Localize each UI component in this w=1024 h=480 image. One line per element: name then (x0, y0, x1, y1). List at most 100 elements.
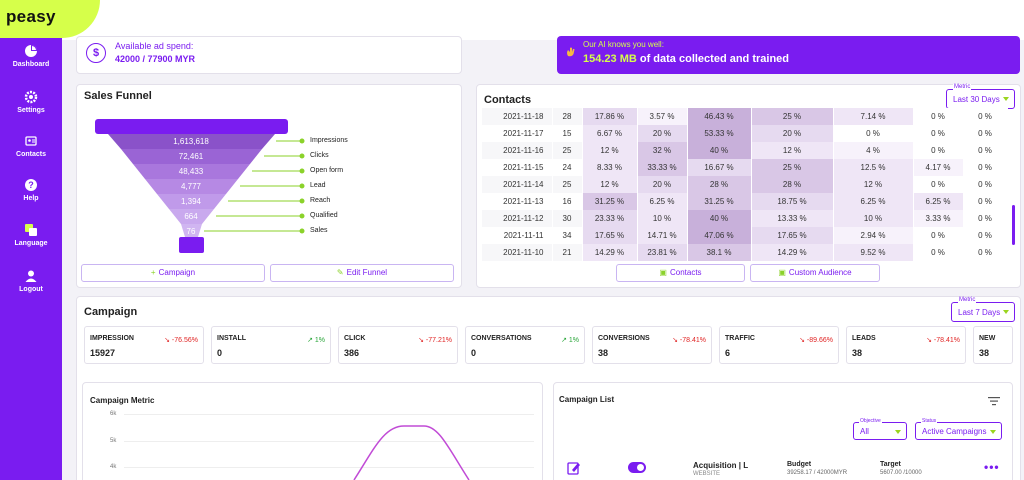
custom-audience-button[interactable]: ▣ Custom Audience (750, 264, 880, 282)
percent-cell: 40 % (687, 142, 752, 159)
edit-icon: ✎ (336, 268, 344, 277)
kpi-name: INSTALL (217, 335, 247, 342)
count-cell: 15 (552, 125, 583, 142)
percent-cell: 6.25 % (833, 193, 914, 210)
percent-cell: 9.52 % (833, 244, 914, 261)
campaign-metric-select[interactable]: Metric Last 7 Days (951, 297, 1015, 322)
percent-cell: 0 % (913, 227, 964, 244)
top-bar (62, 0, 1024, 40)
kpi-change: ↘ -89.66% (799, 336, 833, 344)
contacts-icon (25, 136, 37, 146)
percent-cell: 12.5 % (833, 159, 914, 176)
campaign-metric-card (82, 382, 543, 480)
sidebar-item-language[interactable]: Language (0, 223, 62, 247)
percent-cell: 0 % (913, 244, 964, 261)
kpi-change-value: -89.66% (806, 337, 833, 344)
ad-spend-label: Available ad spend: (115, 41, 194, 51)
count-cell: 16 (552, 193, 583, 210)
date-cell: 2021-11-15 (482, 159, 553, 176)
status-select[interactable]: Status Active Campaigns (915, 418, 1002, 440)
funnel-label-sales: Sales (310, 227, 328, 234)
contacts-button[interactable]: ▣ Contacts (616, 264, 745, 282)
contacts-table: 2021-11-18 28 17.86 % 3.57 % 46.43 % 25 % 7.14… (482, 108, 1008, 261)
percent-cell: 0 % (963, 176, 1008, 193)
ai-banner-label: Our AI knows you well: (583, 40, 664, 49)
percent-cell: 3.33 % (913, 210, 964, 227)
ai-banner-value: 154.23 MB of data collected and trained (583, 53, 789, 65)
percent-cell: 0 % (913, 142, 964, 159)
count-cell: 25 (552, 176, 583, 193)
percent-cell: 25 % (751, 108, 834, 125)
target-label: Target (880, 461, 901, 468)
sidebar-item-logout[interactable]: Logout (0, 269, 62, 293)
chevron-down-icon (895, 430, 901, 434)
funnel-label-impressions: Impressions (310, 137, 348, 144)
kpi-change: ↗ 1% (307, 336, 325, 344)
table-row: 2021-11-18 28 17.86 % 3.57 % 46.43 % 25 % 7.14… (482, 108, 1008, 125)
logo[interactable]: peasy (6, 7, 56, 26)
table-row: 2021-11-14 25 12 % 20 % 28 % 28 % 12 % 0 % 0 % (482, 176, 1008, 193)
count-cell: 30 (552, 210, 583, 227)
percent-cell: 28 % (687, 176, 752, 193)
objective-select[interactable]: Objective All (853, 418, 907, 440)
sidebar-item-help[interactable]: ? Help (0, 178, 62, 202)
sidebar-item-contacts[interactable]: Contacts (0, 134, 62, 158)
campaign-button-label: Campaign (158, 268, 196, 277)
status-value: Active Campaigns (922, 427, 987, 436)
percent-cell: 40 % (687, 210, 752, 227)
table-row: 2021-11-13 16 31.25 % 6.25 % 31.25 % 18.75 % 6… (482, 193, 1008, 210)
funnel-value-lead: 4,777 (180, 182, 202, 191)
edit-icon[interactable] (567, 461, 581, 475)
percent-cell: 4 % (833, 142, 914, 159)
funnel-bottom-bar (179, 237, 204, 253)
percent-cell: 0 % (963, 108, 1008, 125)
percent-cell: 12 % (582, 142, 638, 159)
ai-data-suffix: of data collected and trained (636, 53, 790, 65)
metric-value: Last 30 Days (953, 95, 1000, 104)
count-cell: 21 (552, 244, 583, 261)
campaign-toggle[interactable] (628, 462, 646, 473)
sidebar-item-label: Logout (19, 286, 43, 293)
percent-cell: 0 % (963, 244, 1008, 261)
date-cell: 2021-11-11 (482, 227, 553, 244)
gridline (124, 414, 534, 415)
kpi-change: ↗ 1% (561, 336, 579, 344)
trend-down-icon: ↘ (164, 337, 172, 344)
funnel-segment (108, 134, 275, 149)
date-cell: 2021-11-17 (482, 125, 553, 142)
edit-funnel-button[interactable]: ✎ Edit Funnel (270, 264, 454, 282)
kpi-value: 38 (598, 348, 609, 358)
more-options-icon[interactable]: ••• (984, 460, 1000, 474)
metric-value: Last 7 Days (958, 308, 1001, 317)
kpi-change-value: -78.41% (933, 337, 960, 344)
sort-icon[interactable] (988, 396, 1000, 406)
sidebar-item-settings[interactable]: Settings (0, 90, 62, 114)
percent-cell: 17.65 % (582, 227, 638, 244)
contacts-metric-select[interactable]: Metric Last 30 Days (946, 84, 1015, 109)
date-cell: 2021-11-12 (482, 210, 553, 227)
sidebar-item-dashboard[interactable]: Dashboard (0, 44, 62, 68)
sidebar-item-label: Dashboard (12, 61, 50, 68)
ad-spend-card (76, 36, 462, 74)
percent-cell: 12 % (833, 176, 914, 193)
funnel-value-qualified: 664 (184, 212, 198, 221)
chevron-down-icon (1003, 97, 1009, 101)
percent-cell: 7.14 % (833, 108, 914, 125)
funnel-label-open-form: Open form (310, 167, 344, 174)
percent-cell: 12 % (582, 176, 638, 193)
contacts-scrollbar[interactable] (1012, 205, 1015, 245)
funnel-segment (133, 164, 250, 179)
kpi-name: IMPRESSION (90, 335, 134, 342)
funnel-value-sales: 76 (186, 227, 196, 236)
kpi-name: LEADS (852, 335, 876, 342)
pie-chart-icon (25, 45, 37, 57)
trend-down-icon: ↘ (799, 337, 807, 344)
count-cell: 34 (552, 227, 583, 244)
kpi-change: ↘ -78.41% (672, 336, 706, 344)
kpi-change-value: 1% (568, 337, 579, 344)
kpi-change: ↘ -77.21% (418, 336, 452, 344)
campaign-button[interactable]: + Campaign (81, 264, 265, 282)
kpi-card: IMPRESSION 15927 ↘ -76.56% (84, 326, 204, 364)
sidebar: Dashboard Settings Contacts ? Help Langu… (0, 0, 62, 480)
funnel-top-bar (95, 119, 288, 134)
